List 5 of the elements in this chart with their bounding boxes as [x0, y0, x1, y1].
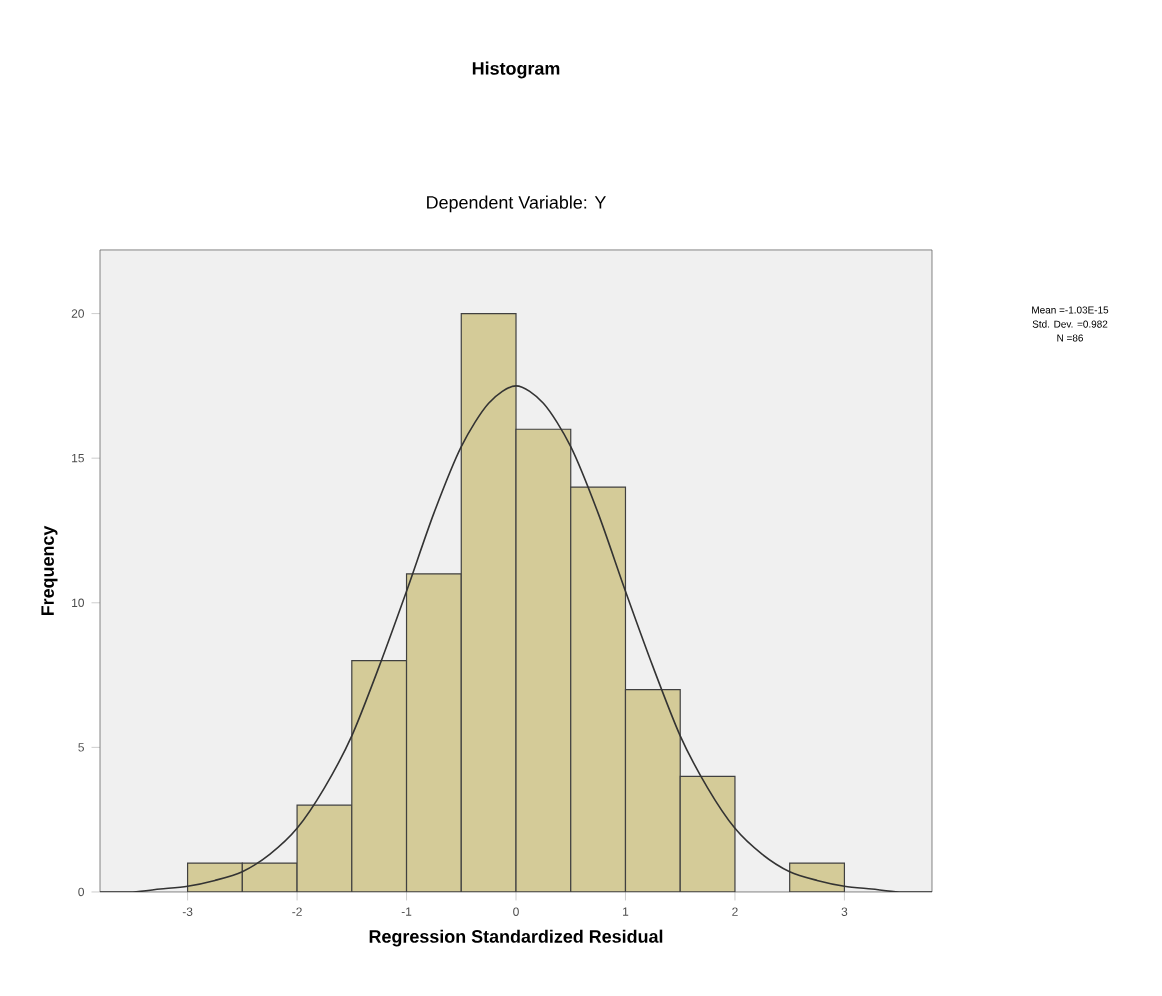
x-axis-title: Regression Standardized Residual [369, 929, 663, 947]
chart-title: Histogram [472, 61, 560, 79]
y-axis-title: Frequency [41, 525, 58, 616]
line-series [100, 385, 932, 892]
chart-subtitle: Dependent Variable: Y [427, 195, 606, 213]
